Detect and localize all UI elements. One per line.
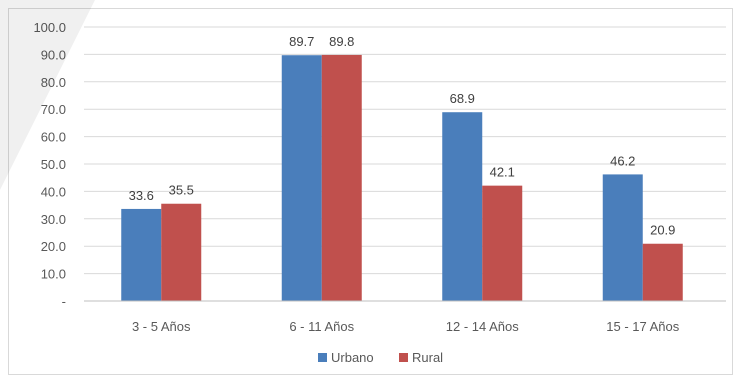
x-tick-label: 15 - 17 Años (606, 319, 679, 334)
x-tick-label: 12 - 14 Años (446, 319, 519, 334)
data-labels: 33.6 35.5 89.7 89.8 68.9 42.1 46.2 20.9 (129, 34, 676, 238)
data-label: 42.1 (490, 165, 515, 180)
data-label: 89.7 (289, 34, 314, 49)
legend-swatch-rural (399, 353, 408, 362)
bar-urbano (602, 174, 643, 301)
x-axis-tick-labels: 3 - 5 Años 6 - 11 Años 12 - 14 Años 15 - 17… (132, 319, 680, 334)
legend: Urbano Rural (318, 350, 443, 365)
x-tick-label: 3 - 5 Años (132, 319, 191, 334)
bar-urbano (442, 112, 483, 302)
bar-rural (161, 203, 202, 301)
data-label: 35.5 (169, 183, 194, 198)
y-tick-label: 60.0 (41, 130, 66, 145)
y-tick-label: 50.0 (41, 157, 66, 172)
x-tick-label: 6 - 11 Años (289, 319, 354, 334)
bar-rural (642, 243, 683, 301)
y-tick-label: 30.0 (41, 212, 66, 227)
y-tick-label: 80.0 (41, 75, 66, 90)
bar-urbano (121, 208, 162, 301)
bar-rural (321, 54, 362, 302)
legend-label-rural: Rural (412, 350, 443, 365)
bar-rural (482, 185, 523, 301)
bars (121, 54, 683, 302)
y-tick-label: 20.0 (41, 239, 66, 254)
data-label: 68.9 (450, 91, 475, 106)
y-tick-label: 40.0 (41, 184, 66, 199)
y-tick-label: 100.0 (33, 20, 66, 35)
data-label: 89.8 (329, 34, 354, 49)
y-tick-label: - (62, 294, 66, 309)
y-tick-label: 10.0 (41, 267, 66, 282)
y-tick-label: 70.0 (41, 102, 66, 117)
bar-urbano (281, 55, 322, 301)
legend-swatch-urbano (318, 353, 327, 362)
legend-label-urbano: Urbano (331, 350, 374, 365)
y-tick-label: 90.0 (41, 47, 66, 62)
y-axis-tick-labels: - 10.0 20.0 30.0 40.0 50.0 60.0 70.0 80.0 90.0 100… (33, 20, 66, 309)
data-label: 33.6 (129, 188, 154, 203)
data-label: 46.2 (610, 153, 635, 168)
data-label: 20.9 (650, 223, 675, 238)
